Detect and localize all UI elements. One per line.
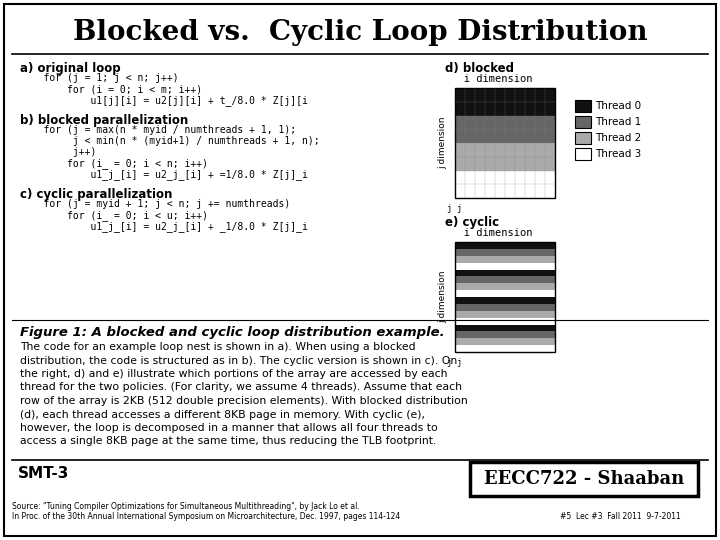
Text: j j: j j <box>447 358 462 367</box>
Text: b) blocked parallelization: b) blocked parallelization <box>20 114 188 127</box>
Bar <box>455 345 555 352</box>
Text: d) blocked: d) blocked <box>445 62 514 75</box>
Bar <box>470 462 698 496</box>
Bar <box>455 332 555 338</box>
Text: The code for an example loop nest is shown in a). When using a blocked: The code for an example loop nest is sho… <box>20 342 415 352</box>
Text: j++): j++) <box>20 147 96 157</box>
Text: Thread 1: Thread 1 <box>595 117 642 127</box>
Text: a) original loop: a) original loop <box>20 62 121 75</box>
Text: however, the loop is decomposed in a manner that allows all four threads to: however, the loop is decomposed in a man… <box>20 423 438 433</box>
Bar <box>575 100 591 112</box>
Text: the right, d) and e) illustrate which portions of the array are accessed by each: the right, d) and e) illustrate which po… <box>20 369 448 379</box>
Bar <box>455 242 555 352</box>
Bar <box>455 262 555 269</box>
Bar <box>575 116 591 128</box>
Text: for (i_ = 0; i < n; i++): for (i_ = 0; i < n; i++) <box>20 158 208 169</box>
Text: Thread 0: Thread 0 <box>595 101 641 111</box>
Text: u1_j_[i] = u2_j_[i] + _1/8.0 * Z[j]_i: u1_j_[i] = u2_j_[i] + _1/8.0 * Z[j]_i <box>20 221 308 232</box>
Text: j dimension: j dimension <box>438 271 448 323</box>
Text: Thread 3: Thread 3 <box>595 149 642 159</box>
Bar <box>455 269 555 276</box>
Text: u1_j_[i] = u2_j_[i] + =1/8.0 * Z[j]_i: u1_j_[i] = u2_j_[i] + =1/8.0 * Z[j]_i <box>20 169 308 180</box>
Bar <box>455 310 555 318</box>
Text: for (j = 1; j < n; j++): for (j = 1; j < n; j++) <box>20 73 179 83</box>
Text: j < min(n * (myid+1) / numthreads + 1, n);: j < min(n * (myid+1) / numthreads + 1, n… <box>20 136 320 146</box>
Text: j dimension: j dimension <box>438 117 448 169</box>
Bar <box>455 304 555 310</box>
Text: Thread 2: Thread 2 <box>595 133 642 143</box>
Text: In Proc. of the 30th Annual International Symposium on Microarchitecture, Dec. 1: In Proc. of the 30th Annual Internationa… <box>12 512 400 521</box>
Bar <box>455 318 555 325</box>
Bar <box>455 325 555 332</box>
Text: for (i_ = 0; i < u; i++): for (i_ = 0; i < u; i++) <box>20 210 208 221</box>
Bar <box>455 171 555 198</box>
Text: for (j = myid + 1; j < n; j += numthreads): for (j = myid + 1; j < n; j += numthread… <box>20 199 290 209</box>
Bar <box>455 297 555 304</box>
Text: e) cyclic: e) cyclic <box>445 216 499 229</box>
Text: EECC722 - Shaaban: EECC722 - Shaaban <box>484 470 684 488</box>
Text: access a single 8KB page at the same time, thus reducing the TLB footprint.: access a single 8KB page at the same tim… <box>20 436 436 447</box>
Text: i dimension: i dimension <box>445 228 533 238</box>
Bar <box>455 143 555 171</box>
Text: u1[j][i] = u2[j][i] + t_/8.0 * Z[j][i: u1[j][i] = u2[j][i] + t_/8.0 * Z[j][i <box>20 95 308 106</box>
Text: for (j = max(n * myid / numthreads + 1, 1);: for (j = max(n * myid / numthreads + 1, … <box>20 125 296 135</box>
Text: i dimension: i dimension <box>445 74 533 84</box>
Bar <box>455 249 555 256</box>
Bar <box>455 256 555 262</box>
Text: for (i = 0; i < m; i++): for (i = 0; i < m; i++) <box>20 84 202 94</box>
Text: #5  Lec #3  Fall 2011  9-7-2011: #5 Lec #3 Fall 2011 9-7-2011 <box>560 512 680 521</box>
Text: distribution, the code is structured as in b). The cyclic version is shown in c): distribution, the code is structured as … <box>20 355 457 366</box>
Bar <box>575 148 591 160</box>
Bar <box>455 284 555 290</box>
Bar <box>455 276 555 284</box>
Text: Blocked vs.  Cyclic Loop Distribution: Blocked vs. Cyclic Loop Distribution <box>73 18 647 45</box>
Bar <box>455 290 555 297</box>
Text: c) cyclic parallelization: c) cyclic parallelization <box>20 188 172 201</box>
Text: thread for the two policies. (For clarity, we assume 4 threads). Assume that eac: thread for the two policies. (For clarit… <box>20 382 462 393</box>
Text: j j: j j <box>447 204 462 213</box>
Bar <box>455 338 555 345</box>
Text: SMT-3: SMT-3 <box>18 466 69 481</box>
Text: row of the array is 2KB (512 double precision elements). With blocked distributi: row of the array is 2KB (512 double prec… <box>20 396 468 406</box>
Bar <box>455 242 555 249</box>
Bar <box>455 88 555 116</box>
Text: (d), each thread accesses a different 8KB page in memory. With cyclic (e),: (d), each thread accesses a different 8K… <box>20 409 425 420</box>
Bar <box>575 132 591 144</box>
Text: Figure 1: A blocked and cyclic loop distribution example.: Figure 1: A blocked and cyclic loop dist… <box>20 326 445 339</box>
Text: Source: "Tuning Compiler Optimizations for Simultaneous Multithreading", by Jack: Source: "Tuning Compiler Optimizations f… <box>12 502 360 511</box>
Bar <box>455 88 555 198</box>
Bar <box>455 116 555 143</box>
